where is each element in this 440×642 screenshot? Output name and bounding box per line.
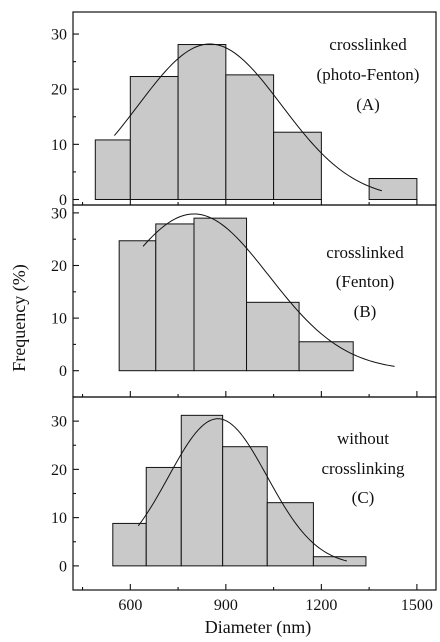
histogram-bar	[94, 139, 131, 200]
panel-label-line: crosslinked	[326, 243, 404, 262]
histogram-bar	[368, 178, 418, 200]
panel-label-line: without	[337, 429, 389, 448]
y-tick-label: 10	[51, 137, 67, 154]
histogram-bar	[266, 502, 314, 567]
panel-label-line: (B)	[354, 302, 377, 321]
y-tick-label: 20	[51, 462, 67, 479]
x-tick-label: 900	[214, 597, 238, 614]
histogram-bar	[112, 522, 147, 567]
x-tick-label: 1200	[305, 597, 337, 614]
y-tick-label: 20	[51, 258, 67, 275]
y-axis-title: Frequency (%)	[9, 264, 30, 371]
panels-group: 0 10 20 30 crosslinked (photo-Fenton) (A) 0 10 20…	[51, 11, 437, 591]
y-tick-label: 10	[51, 510, 67, 527]
histogram-bar	[129, 76, 179, 200]
histogram-bar	[225, 74, 275, 200]
panel-b: 0 10 20 30 crosslinked (Fenton) (B)	[51, 204, 437, 398]
fit-curve	[114, 43, 383, 192]
y-tick-label: 0	[59, 192, 67, 209]
panel-label-line: crosslinking	[321, 459, 405, 478]
panel-label-line: crosslinked	[329, 35, 407, 54]
panel-label-line: (A)	[356, 95, 380, 114]
histogram-bar	[273, 131, 322, 200]
panel-label-line: (photo-Fenton)	[317, 65, 420, 84]
y-tick-label: 30	[51, 414, 67, 431]
histogram-bar	[222, 446, 268, 567]
panel-label-line: (Fenton)	[336, 272, 395, 291]
histogram-bar	[312, 556, 367, 567]
y-tick-label: 0	[59, 363, 67, 380]
x-axis: 600 900 1200 1500	[118, 597, 433, 614]
y-tick-label: 30	[51, 27, 67, 44]
histogram-bar	[118, 240, 157, 372]
histogram-bar	[298, 341, 354, 372]
x-tick-label: 1500	[401, 597, 433, 614]
histogram-bar	[177, 44, 227, 200]
histogram-bar	[246, 301, 300, 372]
y-tick-label: 0	[59, 558, 67, 575]
fit-curve	[137, 418, 347, 562]
fit-curve	[142, 213, 395, 367]
y-tick-label: 20	[51, 82, 67, 99]
y-tick-label: 10	[51, 311, 67, 328]
panel-label-line: (C)	[352, 488, 375, 507]
x-tick-label: 600	[118, 597, 142, 614]
panel-a: 0 10 20 30 crosslinked (photo-Fenton) (A)	[51, 11, 437, 209]
histogram-bar	[180, 414, 224, 567]
histogram-bar	[193, 217, 248, 372]
y-tick-label: 30	[51, 205, 67, 222]
histogram-bar	[145, 466, 182, 567]
panel-c: 0 10 20 30 without crosslinking (C)	[51, 396, 437, 591]
histogram-bar	[155, 223, 195, 372]
x-axis-title: Diameter (nm)	[205, 617, 311, 638]
